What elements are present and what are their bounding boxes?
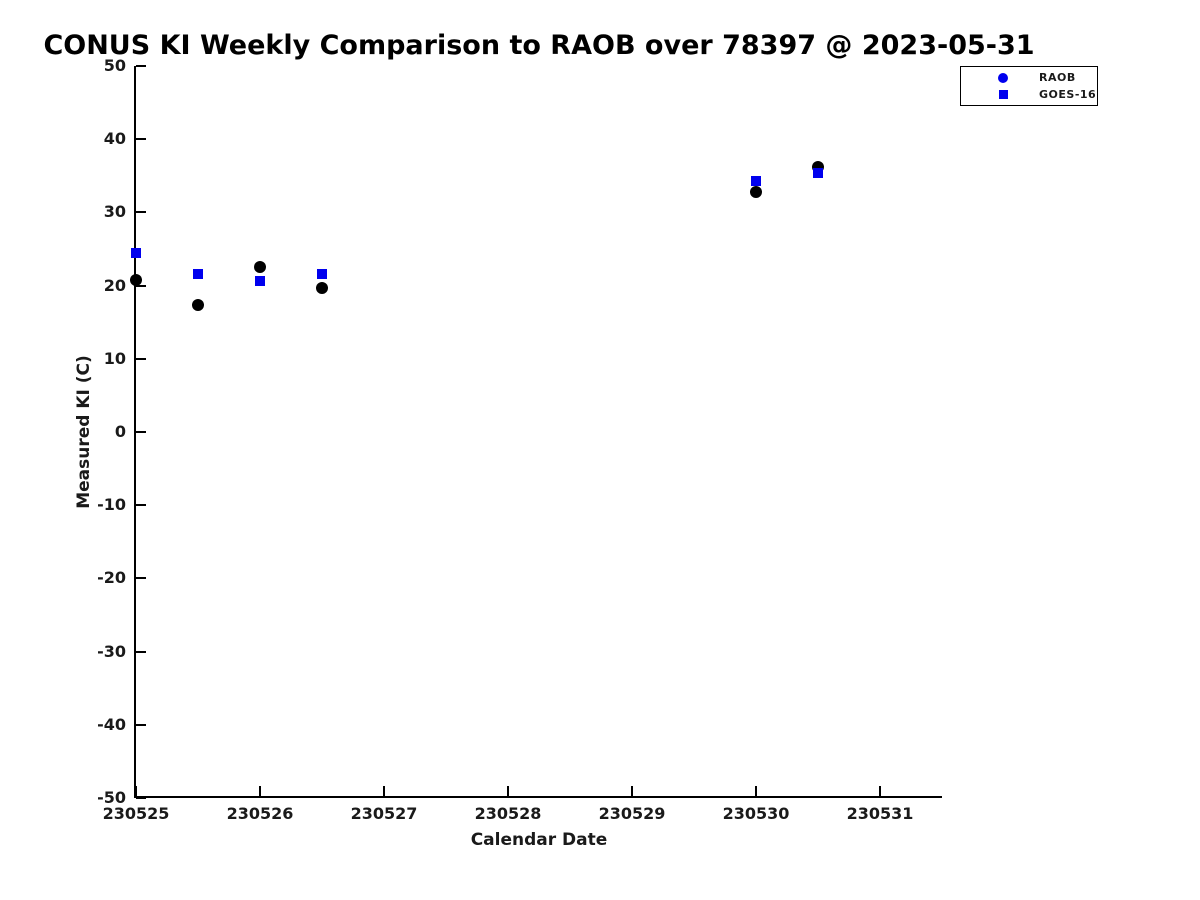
data-point-raob <box>254 261 266 274</box>
y-tick-mark <box>136 797 146 799</box>
y-tick-mark <box>136 577 146 580</box>
x-tick-mark <box>259 786 261 796</box>
plot-area <box>134 66 942 798</box>
y-tick-mark <box>136 65 146 67</box>
x-tick-mark <box>631 786 633 796</box>
x-tick-mark <box>135 786 137 796</box>
y-tick-label: -30 <box>97 641 126 661</box>
y-tick-mark <box>136 504 146 507</box>
x-tick-label: 230530 <box>722 804 790 823</box>
y-tick-label: -40 <box>97 714 126 734</box>
legend-label-goes-16: GOES-16 <box>1039 88 1097 101</box>
legend-item-goes-16: GOES-16 <box>961 87 1097 103</box>
y-tick-label: 0 <box>114 422 126 441</box>
data-point-raob <box>192 299 204 312</box>
y-tick-mark <box>136 723 146 726</box>
x-tick-label: 230531 <box>846 804 914 823</box>
data-point-goes-16 <box>193 268 203 279</box>
raob-circle-marker-icon <box>998 72 1008 83</box>
x-axis-label: Calendar Date <box>470 830 608 850</box>
y-tick-label: 10 <box>103 348 126 368</box>
data-point-goes-16 <box>813 167 823 178</box>
x-tick-mark <box>383 786 385 796</box>
legend: RAOB GOES-16 <box>960 66 1098 106</box>
y-tick-mark <box>136 284 146 287</box>
chart-title: CONUS KI Weekly Comparison to RAOB over … <box>43 30 1035 61</box>
x-tick-label: 230527 <box>350 804 418 823</box>
y-tick-label: 40 <box>103 129 126 149</box>
data-point-raob <box>316 281 328 294</box>
data-point-goes-16 <box>317 268 327 279</box>
data-point-goes-16 <box>255 276 265 287</box>
y-tick-label: 20 <box>103 275 126 295</box>
x-tick-mark <box>879 786 881 796</box>
legend-label-raob: RAOB <box>1039 71 1076 84</box>
y-tick-mark <box>136 431 146 433</box>
y-tick-mark <box>136 650 146 653</box>
x-tick-label: 230529 <box>598 804 666 823</box>
x-tick-mark <box>507 786 509 796</box>
data-point-raob <box>750 185 762 198</box>
x-tick-mark <box>755 786 757 796</box>
data-point-goes-16 <box>751 175 761 186</box>
data-point-raob <box>130 273 142 286</box>
y-tick-label: -10 <box>97 495 126 515</box>
data-point-goes-16 <box>131 247 141 258</box>
y-tick-label: 30 <box>103 202 126 222</box>
y-tick-label: -20 <box>97 568 126 588</box>
y-tick-mark <box>136 211 146 214</box>
y-tick-mark <box>136 357 146 360</box>
x-tick-label: 230525 <box>102 804 170 823</box>
goes-16-square-marker-icon <box>999 90 1008 99</box>
legend-item-raob: RAOB <box>961 70 1097 86</box>
x-tick-label: 230526 <box>226 804 294 823</box>
x-tick-label: 230528 <box>474 804 542 823</box>
y-tick-label: -50 <box>97 788 126 807</box>
y-tick-label: 50 <box>103 56 126 75</box>
y-tick-mark <box>136 138 146 141</box>
